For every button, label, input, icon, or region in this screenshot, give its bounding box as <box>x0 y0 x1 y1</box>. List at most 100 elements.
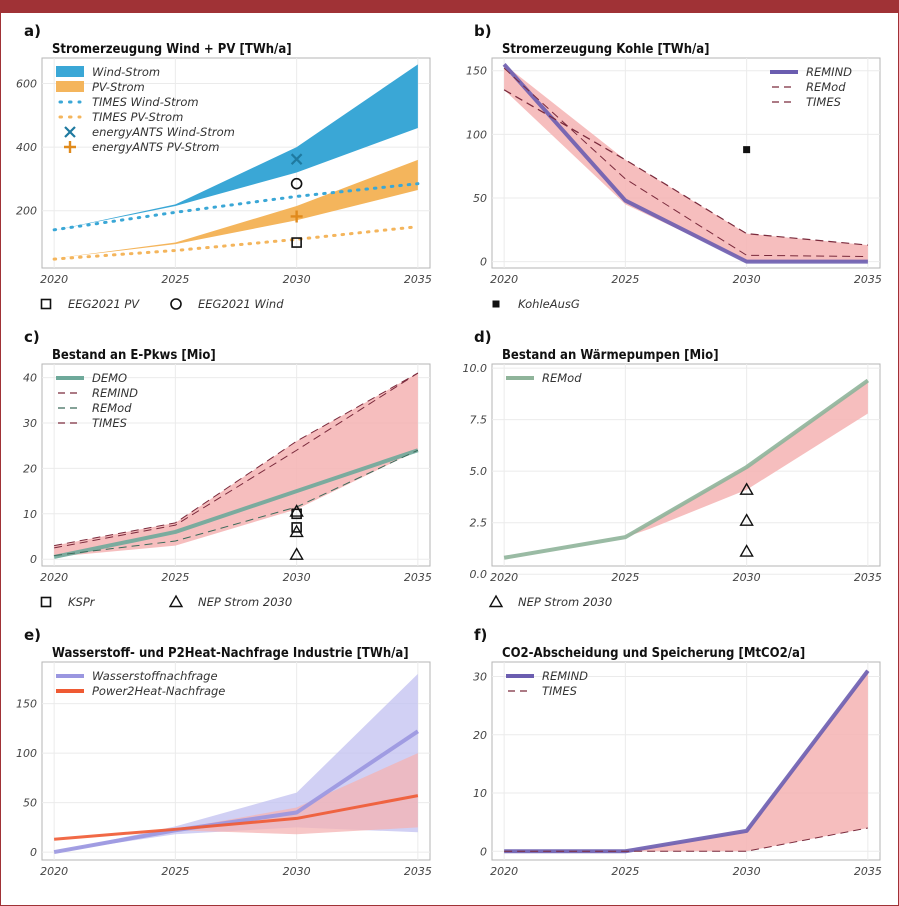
bottom-legend: NEP Strom 2030 <box>488 594 612 609</box>
x-tick-label: 2020 <box>490 273 518 286</box>
chart-e-svg: e) Wasserstoff- und P2Heat-Nachfrage Indu… <box>16 626 432 878</box>
y-tick-label: 50 <box>473 192 487 205</box>
bottom-legend: KohleAusG <box>492 297 580 311</box>
bottom-legend-key <box>168 594 184 608</box>
point-kohleausg <box>743 146 751 154</box>
legend-label: REMIND <box>542 669 588 683</box>
band-power2heat-nachfrage <box>54 753 418 840</box>
legend-key <box>56 66 84 77</box>
bottom-legend-label: KohleAusG <box>518 297 580 311</box>
chart-b-svg: b) Stromerzeugung Kohle [TWh/a] 2020 2025 20… <box>466 22 882 311</box>
band-range <box>54 373 418 557</box>
y-tick-label: 400 <box>16 141 37 154</box>
bottom-legend-label: NEP Strom 2030 <box>198 595 292 609</box>
series-line-wasserstoffnachfrage <box>53 729 419 855</box>
legend-label: TIMES <box>806 95 841 109</box>
y-tick-label: 20 <box>473 729 487 742</box>
series-line-remod <box>54 449 419 557</box>
y-tick-label: 7.5 <box>470 414 488 427</box>
x-tick-label: 2030 <box>283 571 311 584</box>
y-tick-label: 50 <box>23 797 37 810</box>
band-range <box>504 670 868 852</box>
point-nep-strom-2030 <box>289 504 304 517</box>
bottom-legend-key <box>488 594 504 608</box>
point-nep-strom-2030 <box>739 482 754 495</box>
chart-title: Bestand an E-Pkws [Mio] <box>52 348 216 363</box>
x-tick-label: 2025 <box>611 865 639 878</box>
y-tick-label: 150 <box>466 65 487 78</box>
point-eeg2021-wind <box>290 177 303 190</box>
series-line-remind <box>504 669 870 854</box>
panel-label: b) <box>474 22 492 40</box>
bottom-legend: KSPr NEP Strom 2030 <box>40 594 292 609</box>
legend-label: TIMES <box>92 416 127 430</box>
chart-title: Wasserstoff- und P2Heat-Nachfrage Indust… <box>52 646 409 661</box>
x-tick-label: 2030 <box>283 273 311 286</box>
bottom-legend: EEG2021 PV EEG2021 Wind <box>40 297 284 311</box>
series-line-times-wind-strom <box>52 182 420 232</box>
x-tick-label: 2020 <box>490 571 518 584</box>
chart-c-svg: c)Bestand an E-Pkws [Mio]2020 2025 2030 203… <box>23 328 432 609</box>
panel-c: c) Bestand an E-Pkws [Mio] 2020 2025 2030 203… <box>10 326 440 620</box>
band-wind-strom <box>54 64 418 231</box>
legend-label: DEMO <box>92 371 127 385</box>
y-tick-label: 100 <box>466 128 487 141</box>
y-tick-label: 200 <box>16 205 37 218</box>
chart-d-svg: d) Bestand an Wärmepumpen [Mio] 2020 2025 20… <box>463 328 882 609</box>
y-tick-label: 20 <box>23 462 37 475</box>
y-tick-label: 0 <box>30 846 37 859</box>
x-tick-label: 2025 <box>161 571 189 584</box>
series-line-power2heat-nachfrage <box>54 794 419 841</box>
plot-area <box>41 57 431 269</box>
figure-top-bar <box>0 0 899 13</box>
x-tick-label: 2035 <box>854 865 882 878</box>
panel-e: e) Wasserstoff- und P2Heat-Nachfrage Indu… <box>10 624 440 886</box>
bottom-legend-label: NEP Strom 2030 <box>518 595 612 609</box>
series-line-remod <box>503 378 870 560</box>
legend-label: TIMES <box>542 684 577 698</box>
panel-label: f) <box>474 626 487 644</box>
y-tick-label: 100 <box>16 747 37 760</box>
point-energyants-pv-strom <box>290 210 303 223</box>
bottom-legend-label: KSPr <box>68 595 96 609</box>
y-tick-label: 0 <box>30 553 37 566</box>
panel-label: c) <box>24 328 40 346</box>
plot-area <box>491 363 881 567</box>
x-tick-label: 2025 <box>161 273 189 286</box>
y-tick-label: 5.0 <box>470 465 488 478</box>
chart-title: Bestand an Wärmepumpen [Mio] <box>502 348 719 363</box>
panel-label: d) <box>474 328 492 346</box>
x-tick-label: 2030 <box>733 273 761 286</box>
bottom-legend-label: EEG2021 Wind <box>198 297 284 311</box>
chart-title: Stromerzeugung Wind + PV [TWh/a] <box>52 42 292 57</box>
bottom-legend-key <box>492 300 500 308</box>
legend-label: Wind-Strom <box>92 65 160 79</box>
y-tick-label: 40 <box>23 372 37 385</box>
y-tick-label: 10.0 <box>463 362 488 375</box>
point-nep-strom-2030 <box>289 524 304 538</box>
x-tick-label: 2020 <box>40 571 68 584</box>
bottom-legend-key <box>40 298 52 310</box>
legend-label: REMod <box>542 371 582 385</box>
chart-title: Stromerzeugung Kohle [TWh/a] <box>502 42 710 57</box>
legend: REMod <box>506 371 582 385</box>
panel-label: e) <box>24 626 41 644</box>
legend-key <box>64 141 76 153</box>
series-line-times <box>504 827 868 852</box>
point-kspr <box>291 522 302 533</box>
panel-b: b) Stromerzeugung Kohle [TWh/a] 2020 2025 20… <box>460 20 890 322</box>
legend-label: REMod <box>806 80 846 94</box>
x-tick-label: 2030 <box>733 865 761 878</box>
series-line-demo <box>53 448 419 559</box>
x-tick-label: 2025 <box>611 273 639 286</box>
panel-label: a) <box>24 22 41 40</box>
legend-label: REMod <box>92 401 132 415</box>
legend-label: Power2Heat-Nachfrage <box>92 684 225 698</box>
x-tick-label: 2035 <box>404 273 432 286</box>
y-tick-label: 30 <box>473 671 487 684</box>
